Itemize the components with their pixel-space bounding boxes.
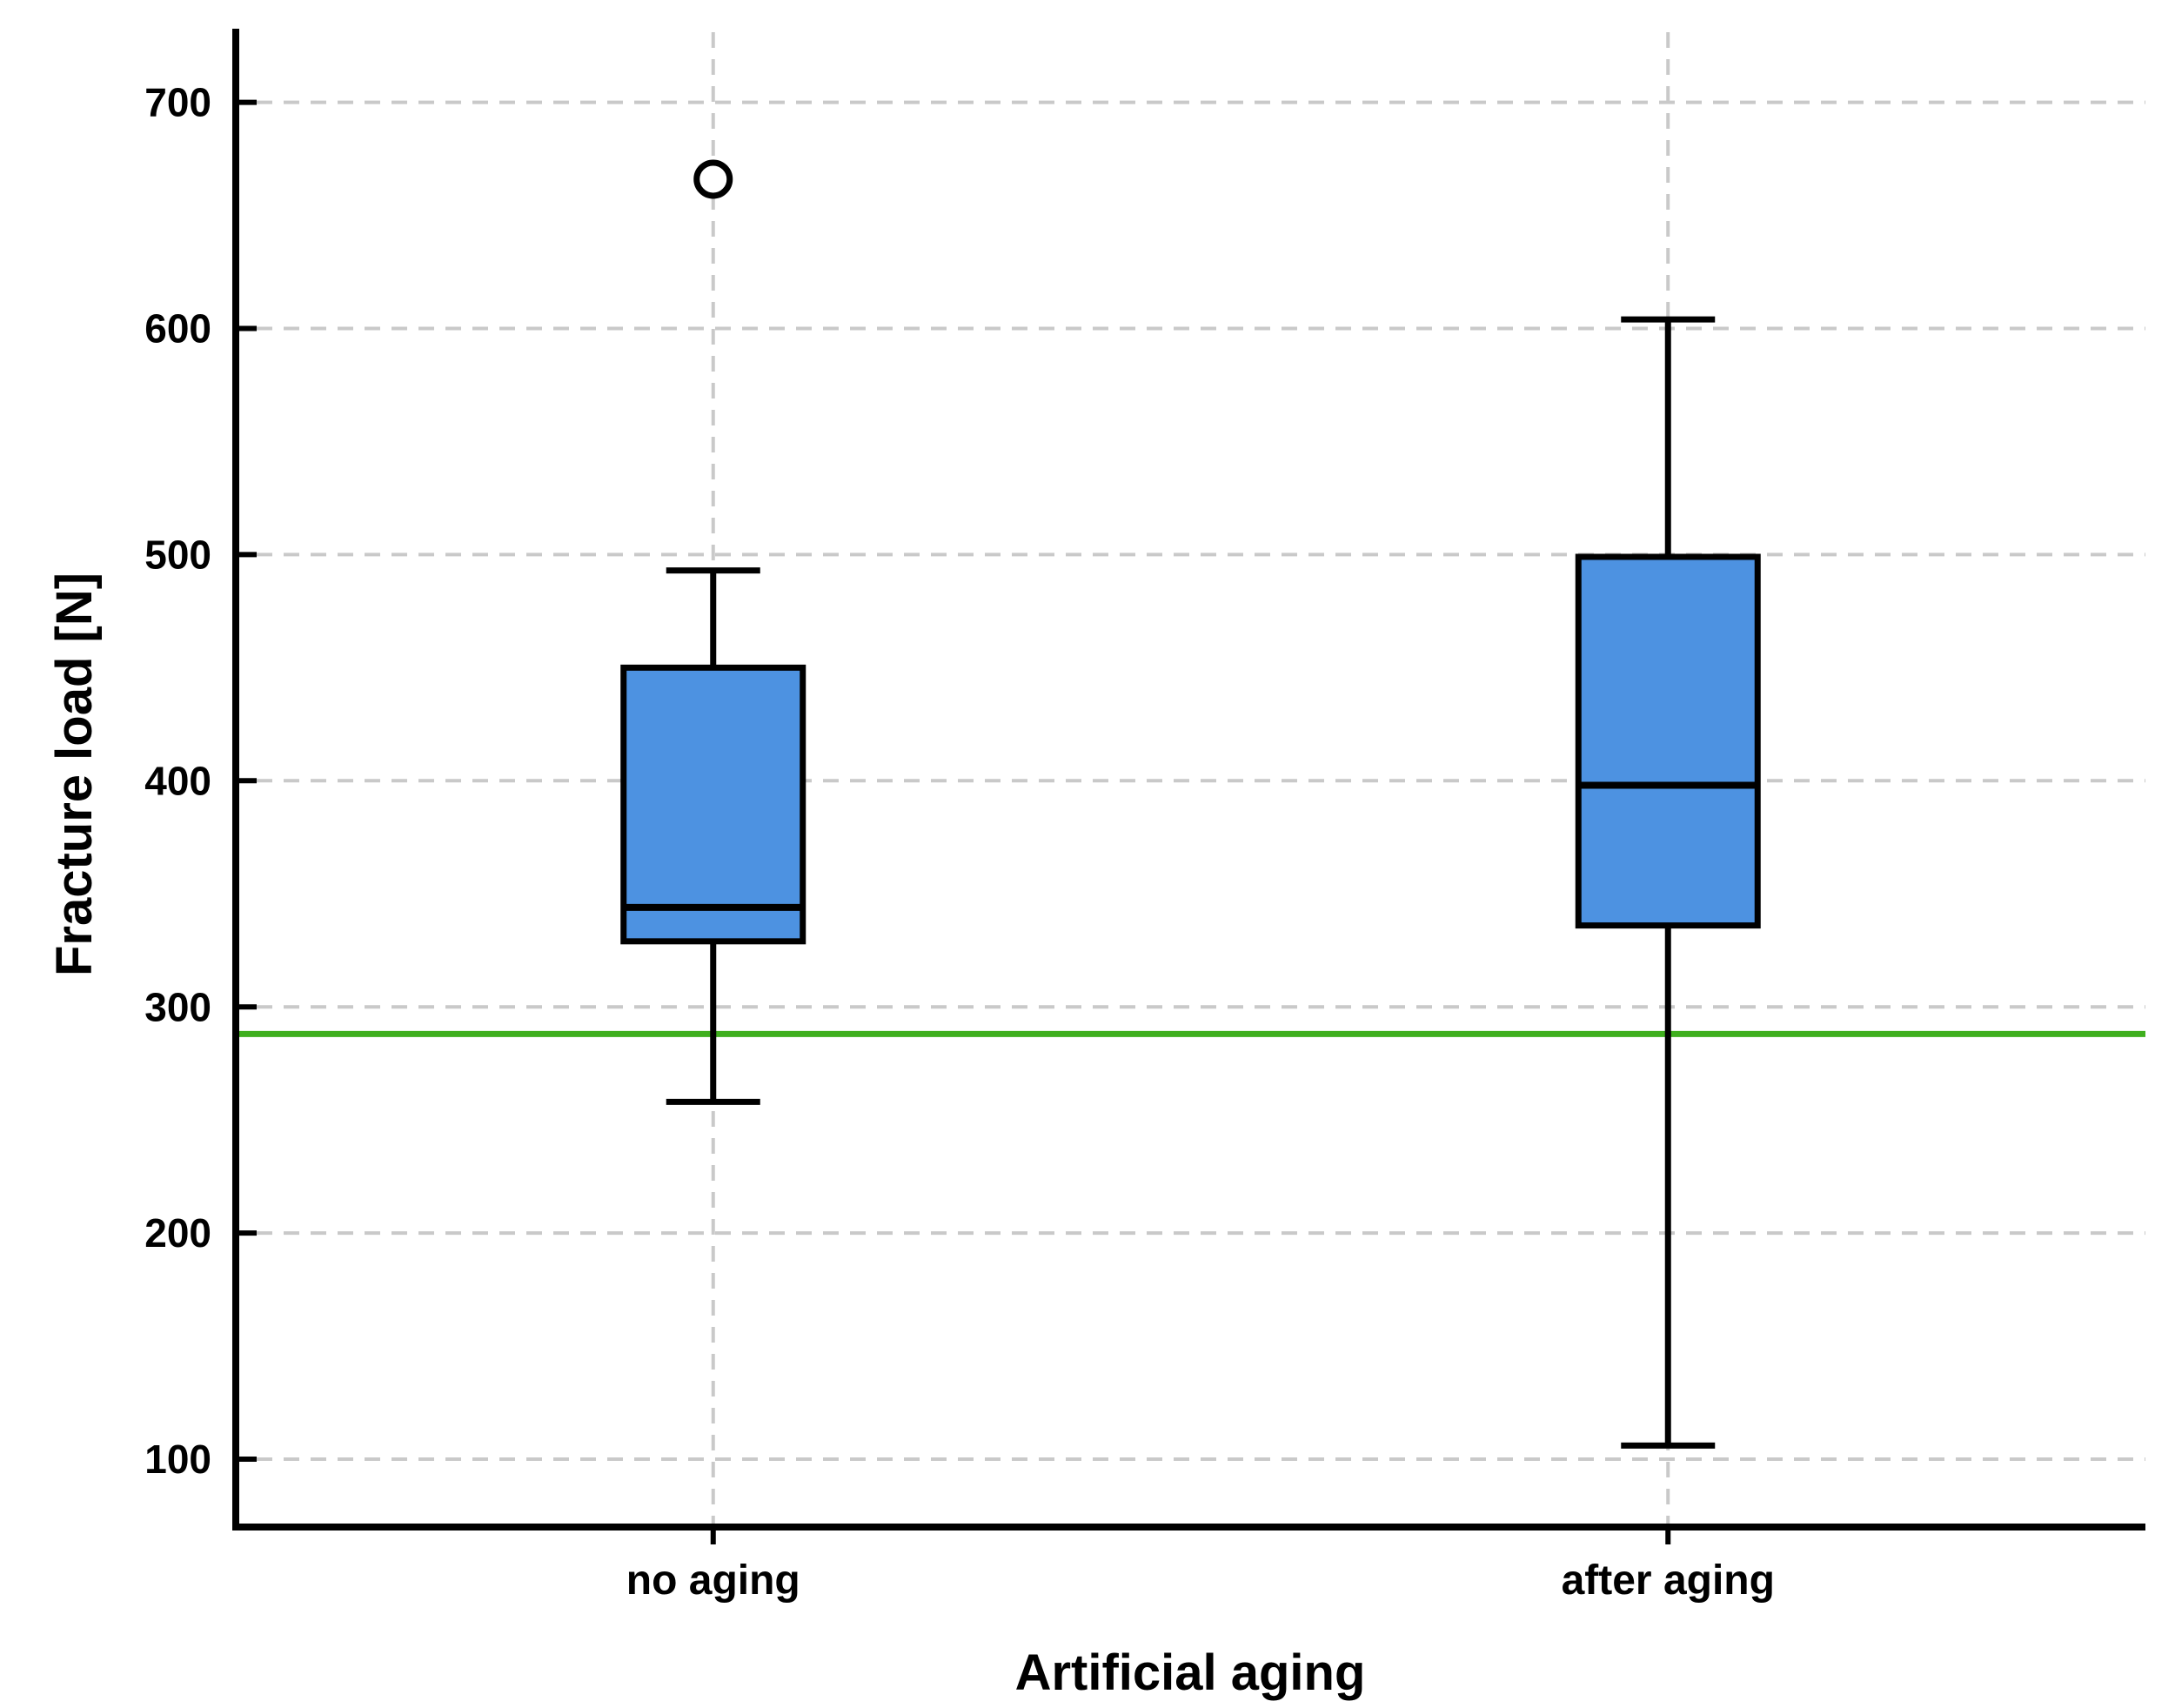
- y-tick-label: 700: [144, 80, 211, 125]
- y-tick-label: 600: [144, 306, 211, 352]
- y-tick-label: 100: [144, 1437, 211, 1482]
- iqr-box-after-aging: [1575, 553, 1761, 929]
- x-tick-label: no aging: [626, 1557, 800, 1604]
- outlier-point: [693, 159, 733, 199]
- x-tick-label: after aging: [1562, 1557, 1775, 1604]
- y-tick-label: 200: [144, 1210, 211, 1256]
- y-tick-label: 300: [144, 984, 211, 1029]
- y-tick-label: 400: [144, 758, 211, 803]
- plot-area: 100 200 300 400 500 600 700 no aging after aging: [144, 29, 2145, 1604]
- y-tick-label: 500: [144, 532, 211, 577]
- y-axis-title: Fracture load [N]: [46, 573, 103, 976]
- iqr-box-no-aging: [620, 664, 806, 945]
- x-axis-title: Artificial aging: [1015, 1644, 1366, 1701]
